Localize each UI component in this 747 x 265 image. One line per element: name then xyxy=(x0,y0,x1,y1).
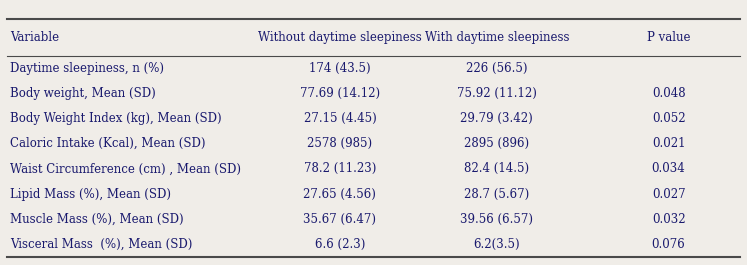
Text: Body Weight Index (kg), Mean (SD): Body Weight Index (kg), Mean (SD) xyxy=(10,112,221,125)
Text: 0.032: 0.032 xyxy=(651,213,686,226)
Text: Lipid Mass (%), Mean (SD): Lipid Mass (%), Mean (SD) xyxy=(10,188,171,201)
Text: 0.021: 0.021 xyxy=(652,137,685,150)
Text: Visceral Mass  (%), Mean (SD): Visceral Mass (%), Mean (SD) xyxy=(10,238,192,251)
Text: 77.69 (14.12): 77.69 (14.12) xyxy=(300,87,380,100)
Text: 27.65 (4.56): 27.65 (4.56) xyxy=(303,188,376,201)
Text: 28.7 (5.67): 28.7 (5.67) xyxy=(464,188,530,201)
Text: 174 (43.5): 174 (43.5) xyxy=(309,62,371,75)
Text: 0.052: 0.052 xyxy=(651,112,686,125)
Text: 0.027: 0.027 xyxy=(651,188,686,201)
Text: Body weight, Mean (SD): Body weight, Mean (SD) xyxy=(10,87,155,100)
Text: Caloric Intake (Kcal), Mean (SD): Caloric Intake (Kcal), Mean (SD) xyxy=(10,137,205,150)
Text: 2895 (896): 2895 (896) xyxy=(464,137,530,150)
Text: Without daytime sleepiness: Without daytime sleepiness xyxy=(258,30,422,44)
Text: With daytime sleepiness: With daytime sleepiness xyxy=(424,30,569,44)
Text: 29.79 (3.42): 29.79 (3.42) xyxy=(460,112,533,125)
Text: 39.56 (6.57): 39.56 (6.57) xyxy=(460,213,533,226)
Text: 226 (56.5): 226 (56.5) xyxy=(466,62,527,75)
Text: Muscle Mass (%), Mean (SD): Muscle Mass (%), Mean (SD) xyxy=(10,213,183,226)
Text: P value: P value xyxy=(647,30,690,44)
Text: 35.67 (6.47): 35.67 (6.47) xyxy=(303,213,376,226)
Text: 75.92 (11.12): 75.92 (11.12) xyxy=(457,87,536,100)
Text: 0.048: 0.048 xyxy=(651,87,686,100)
Text: 6.6 (2.3): 6.6 (2.3) xyxy=(314,238,365,251)
Text: Daytime sleepiness, n (%): Daytime sleepiness, n (%) xyxy=(10,62,164,75)
Text: 82.4 (14.5): 82.4 (14.5) xyxy=(464,162,530,175)
Text: 0.034: 0.034 xyxy=(651,162,686,175)
Text: 6.2(3.5): 6.2(3.5) xyxy=(474,238,520,251)
Text: 27.15 (4.45): 27.15 (4.45) xyxy=(303,112,376,125)
Text: 0.076: 0.076 xyxy=(651,238,686,251)
Text: 2578 (985): 2578 (985) xyxy=(307,137,373,150)
Text: Variable: Variable xyxy=(10,30,59,44)
Text: 78.2 (11.23): 78.2 (11.23) xyxy=(304,162,376,175)
Text: Waist Circumference (cm) , Mean (SD): Waist Circumference (cm) , Mean (SD) xyxy=(10,162,241,175)
